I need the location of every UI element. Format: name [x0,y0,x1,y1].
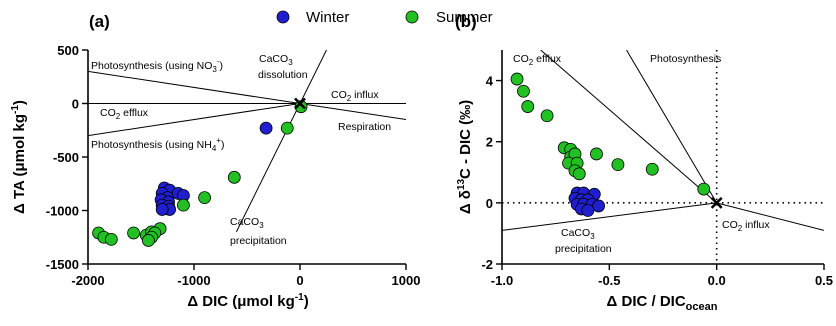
panel-a-y-axis-title: Δ TA (μmol kg-1) [10,100,28,214]
panel-b-reference-line-photosynthesis [626,50,718,204]
panel-b: (b) CO2 efflux Photosynthesis CaCO3 prec… [455,12,833,313]
panel-b-y-tick-label: -2 [481,257,493,272]
panel-b-point-summer [510,72,524,86]
annotation-photo-nh4: Photosynthesis (using NH4+) [91,136,224,153]
annotation-b-photosynthesis: Photosynthesis [650,53,721,65]
panel-b-x-axis-title: Δ DIC / DICocean [607,293,718,313]
annotation-b-caco3-precipitation-2: precipitation [555,243,612,255]
panel-a-point-winter [155,203,169,216]
panel-b-point-summer [572,167,586,181]
panel-a-x-tick-label: -2000 [71,273,104,288]
panel-a-origin-marker [294,97,306,110]
annotation-caco3-precipitation: CaCO3 [230,216,264,230]
panel-a-origin-x-mark [294,97,306,110]
annotation-photo-no3: Photosynthesis (using NO3-) [91,57,223,74]
annotation-b-caco3-precipitation: CaCO3 [561,227,595,241]
panel-a-point-summer [280,121,294,135]
panel-a-reference-line-respiration [299,103,406,121]
panel-b-y-axis-title: Δ δ13C - DIC (‰) [456,100,474,214]
panel-a-points [92,100,308,247]
panel-a-x-axis-title: Δ DIC (μmol kg-1) [187,292,308,310]
panel-a-reference-line-photo_nh4 [88,103,301,137]
panel-a-annotations: Photosynthesis (using NO3-) CaCO3 dissol… [91,53,391,247]
panel-b-y-tick-label: 2 [486,135,493,150]
panel-b-reference-line-influx [716,202,824,231]
annotation-co2-influx: CO2 influx [331,89,379,103]
panel-a-point-summer [104,232,118,246]
panel-a-y-tick-label: 500 [57,43,79,58]
panel-a-y-tick-label: -1500 [46,257,79,272]
panel-b-point-summer [645,162,659,176]
annotation-caco3-precipitation-2: precipitation [230,235,287,247]
annotation-respiration: Respiration [338,121,391,133]
panel-a-y-tick-label: -500 [53,150,79,165]
panel-a-point-summer [142,234,155,247]
legend-marker-winter [276,10,290,24]
panel-b-x-tick-label: -0.5 [598,273,620,288]
panel-a-point-summer [127,226,140,240]
panel-a-point-summer [198,191,212,205]
panel-a-x-tick-label: 0 [296,273,303,288]
panel-a-ticks: -2000 -1000 0 1000 500 0 -500 -1000 -1500 [46,43,421,288]
panel-a-y-tick-label: 0 [72,97,79,112]
panel-a-reference-lines [88,50,406,233]
panel-b-reference-line-precip [502,202,717,231]
panel-a-reference-line-photo_no3 [88,70,301,104]
panel-b-point-winter [592,199,605,213]
legend: Winter Summer [276,9,493,26]
panel-b-x-tick-label: -1.0 [491,273,513,288]
panel-b-ticks: -1.0 -0.5 0.0 0.5 4 2 0 -2 [481,74,833,288]
panel-a-point-summer [227,170,241,184]
panel-b-point-winter [581,204,595,217]
panel-b-reference-lines [502,50,824,231]
legend-label-winter: Winter [306,9,349,26]
panel-b-point-summer [521,100,535,113]
panel-a-x-tick-label: 1000 [392,273,421,288]
panel-a: (a) Photosynthesis (using NO3-) CaCO3 di… [10,12,420,310]
panel-b-origin-marker [710,196,723,209]
panel-b-point-summer [540,109,554,123]
panel-b-reference-line-efflux [540,50,717,204]
panel-b-x-tick-label: 0.0 [708,273,726,288]
annotation-caco3-dissolution-2: dissolution [258,69,308,81]
panel-a-reference-line-caco3 [235,50,327,233]
panel-b-label: (b) [455,12,477,31]
annotation-caco3-dissolution: CaCO3 [259,53,293,67]
panel-b-point-summer [697,182,711,196]
panel-b-annotations: CO2 efflux Photosynthesis CaCO3 precipit… [513,53,770,255]
panel-a-x-tick-label: -1000 [177,273,210,288]
legend-label-summer: Summer [436,9,493,26]
panel-b-y-tick-label: 0 [486,196,493,211]
panel-b-point-summer [590,147,603,161]
panel-b-y-tick-label: 4 [486,74,494,89]
panel-b-point-summer [517,84,530,98]
annotation-b-co2-influx: CO2 influx [722,219,770,233]
annotation-b-co2-efflux: CO2 efflux [513,53,562,67]
annotation-co2-efflux: CO2 efflux [100,107,149,121]
panel-a-label: (a) [89,12,110,31]
panel-a-y-tick-label: -1000 [46,204,79,219]
panel-a-point-winter [259,121,273,135]
panel-b-point-summer [611,158,625,172]
legend-marker-summer [405,10,419,24]
panel-b-points [510,72,711,217]
panel-b-x-tick-label: 0.5 [815,273,833,288]
panel-a-point-summer [176,198,190,212]
panel-b-origin-x-mark [710,196,723,209]
